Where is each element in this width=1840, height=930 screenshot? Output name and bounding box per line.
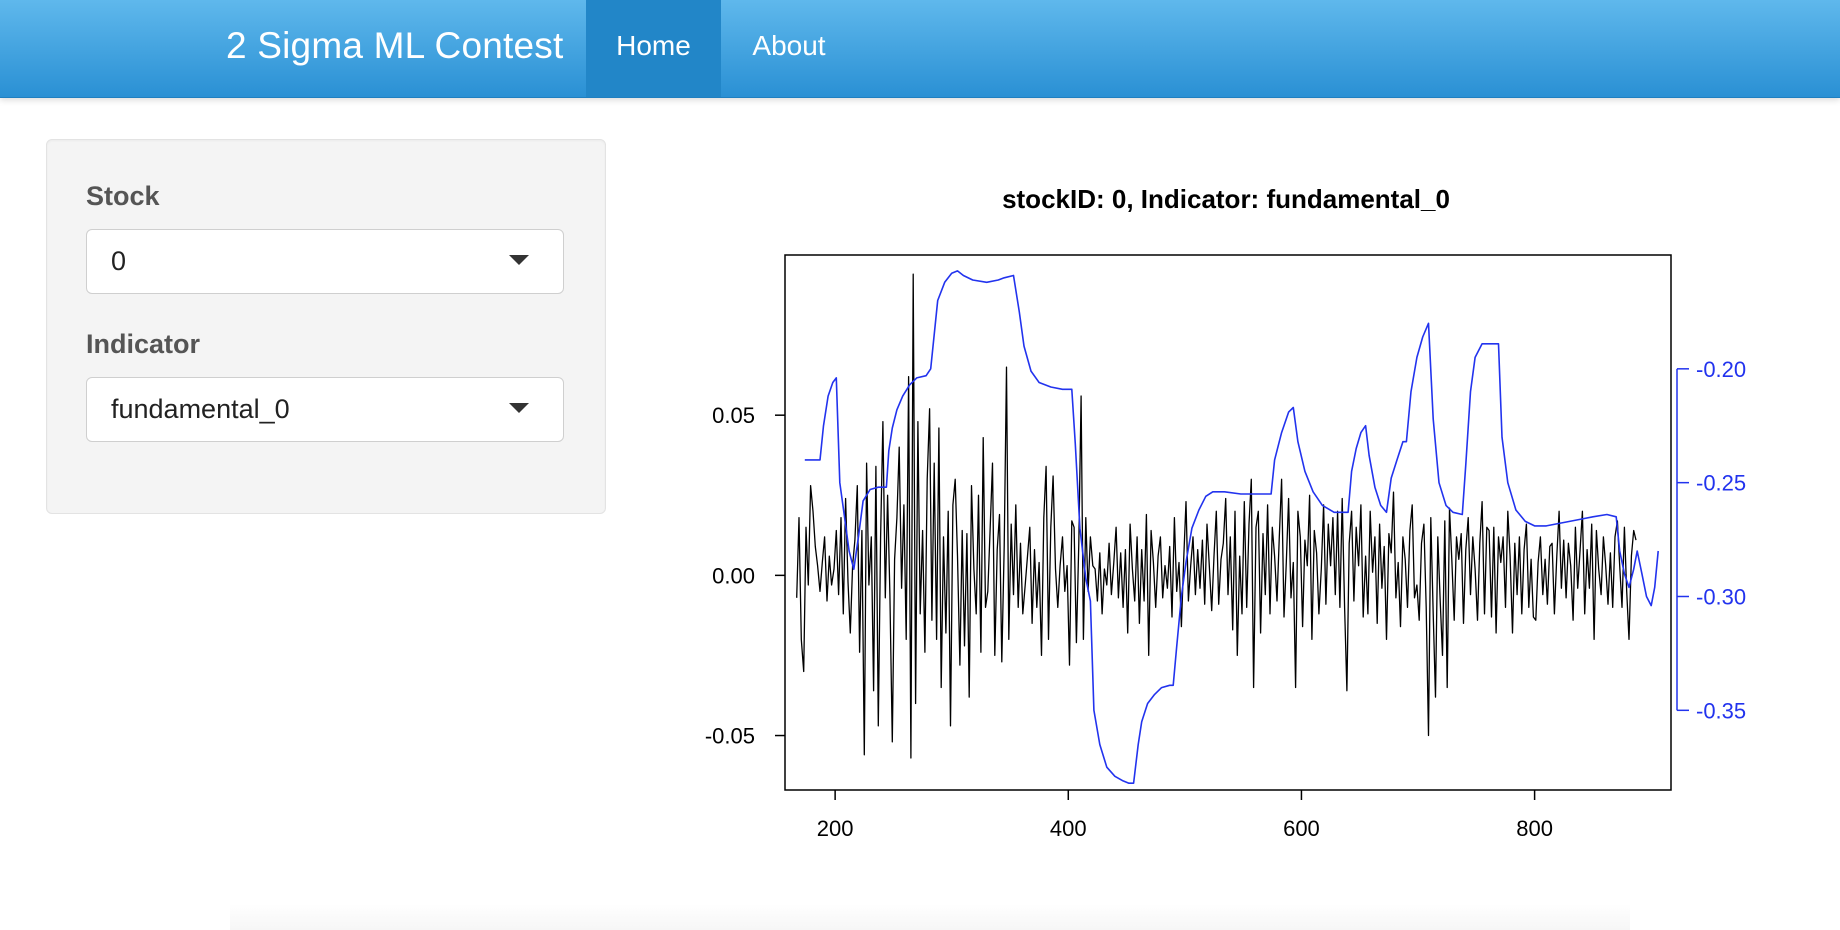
x-tick-label: 400 [1050, 816, 1087, 841]
stock-label: Stock [86, 181, 160, 211]
plot-frame [784, 254, 1672, 791]
stock-select[interactable]: 0 [86, 229, 564, 294]
indicator-label: Indicator [86, 329, 201, 359]
tab-about[interactable]: About [752, 30, 826, 61]
x-tick-label: 200 [817, 816, 854, 841]
y-left-tick-label: 0.00 [712, 563, 755, 588]
y-right-tick-label: -0.25 [1696, 471, 1746, 496]
chart-title: stockID: 0, Indicator: fundamental_0 [1002, 184, 1450, 214]
indicator-select-value: fundamental_0 [111, 394, 290, 424]
stock-select-value: 0 [111, 246, 127, 276]
y-right-tick-label: -0.30 [1696, 584, 1746, 609]
x-tick-label: 600 [1283, 816, 1320, 841]
y-right-tick-label: -0.20 [1696, 357, 1746, 382]
chevron-down-icon [509, 403, 529, 413]
time-series-chart: stockID: 0, Indicator: fundamental_0 200… [705, 184, 1746, 841]
chart-container: stockID: 0, Indicator: fundamental_0 200… [680, 170, 1800, 870]
footer-shadow [230, 904, 1630, 930]
y-left-tick-label: 0.05 [712, 403, 755, 428]
x-tick-label: 800 [1516, 816, 1553, 841]
sidebar-panel [46, 139, 606, 514]
indicator-select[interactable]: fundamental_0 [86, 377, 564, 442]
series-line-fundamental [804, 270, 1659, 785]
series-line-returns [796, 273, 1637, 759]
y-left-tick-label: -0.05 [705, 724, 755, 749]
y-right-tick-label: -0.35 [1696, 698, 1746, 723]
tab-home[interactable]: Home [586, 0, 721, 97]
app-brand[interactable]: 2 Sigma ML Contest [226, 25, 564, 66]
chevron-down-icon [509, 255, 529, 265]
navbar: 2 Sigma ML Contest Home About [0, 0, 1840, 98]
